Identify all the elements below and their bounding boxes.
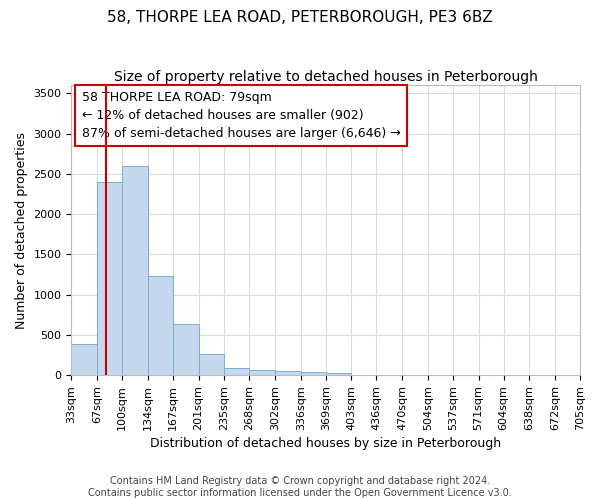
Text: Contains HM Land Registry data © Crown copyright and database right 2024.
Contai: Contains HM Land Registry data © Crown c… <box>88 476 512 498</box>
Text: 58 THORPE LEA ROAD: 79sqm
← 12% of detached houses are smaller (902)
87% of semi: 58 THORPE LEA ROAD: 79sqm ← 12% of detac… <box>82 91 400 140</box>
Bar <box>326 373 352 376</box>
Bar <box>97 182 122 376</box>
Title: Size of property relative to detached houses in Peterborough: Size of property relative to detached ho… <box>114 70 538 84</box>
Bar <box>249 370 275 376</box>
Bar <box>224 368 249 376</box>
Bar <box>71 344 97 376</box>
Bar <box>148 276 173 376</box>
Bar <box>173 324 199 376</box>
Y-axis label: Number of detached properties: Number of detached properties <box>15 132 28 329</box>
Bar <box>199 354 224 376</box>
Bar <box>275 371 301 376</box>
Text: 58, THORPE LEA ROAD, PETERBOROUGH, PE3 6BZ: 58, THORPE LEA ROAD, PETERBOROUGH, PE3 6… <box>107 10 493 25</box>
Bar <box>301 372 326 376</box>
X-axis label: Distribution of detached houses by size in Peterborough: Distribution of detached houses by size … <box>150 437 501 450</box>
Bar <box>122 166 148 376</box>
